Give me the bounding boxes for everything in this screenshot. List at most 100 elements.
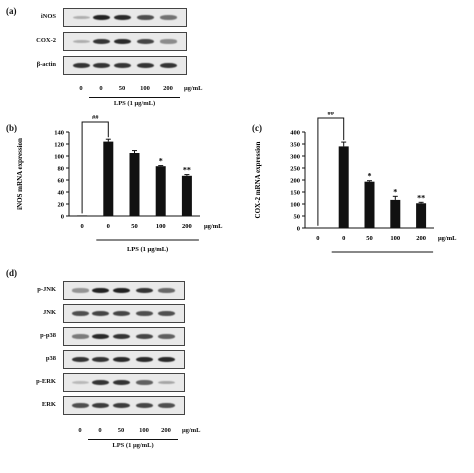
panel-c-label: (c) <box>252 123 262 133</box>
x-tick-label: 100 <box>390 235 400 242</box>
bar <box>364 181 375 228</box>
x-tick-label: 50 <box>131 223 138 230</box>
bar <box>155 166 166 216</box>
lane-label-1: 0 <box>78 427 82 434</box>
lane-label-5: 200 <box>161 427 171 434</box>
band-inos-lane-5 <box>159 15 177 20</box>
band-actin-lane-5 <box>159 62 177 69</box>
y-axis-title: COX-2 mRNA expression <box>254 141 262 218</box>
lps-treatment-line <box>89 97 180 98</box>
blot-strip-erk <box>63 396 185 415</box>
band-p-p38-lane-4 <box>135 333 153 340</box>
blot-label-p38: p38 <box>45 354 56 362</box>
lane-label-4: 100 <box>139 427 149 434</box>
blot-label-p-p38: p-p38 <box>40 331 56 339</box>
comparison-bracket <box>81 121 109 214</box>
dose-unit-label: μg/mL <box>184 85 203 92</box>
bar <box>416 203 427 228</box>
blot-label-p-jnk: p-JNK <box>37 285 56 293</box>
x-tick-label: 0 <box>342 235 345 242</box>
band-inos-lane-2 <box>92 14 110 21</box>
x-tick-label: 0 <box>80 223 83 230</box>
x-tick-label: 200 <box>416 235 426 242</box>
blot-strip-p-p38 <box>63 327 185 346</box>
y-tick-label: 20 <box>58 202 65 209</box>
lane-label-2: 0 <box>98 427 102 434</box>
band-inos-lane-4 <box>136 14 154 21</box>
significance-marker: ** <box>417 193 425 202</box>
x-unit-label: μg/mL <box>438 235 457 242</box>
blot-label-inos: iNOS <box>40 12 56 20</box>
band-erk-lane-5 <box>157 402 175 409</box>
band-p38-lane-2 <box>91 356 109 363</box>
band-p-jnk-lane-2 <box>91 287 109 294</box>
panel-b-label: (b) <box>6 123 17 133</box>
band-p-jnk-lane-3 <box>112 287 130 294</box>
band-actin-lane-3 <box>113 62 131 69</box>
blot-strip-p38 <box>63 350 185 369</box>
bar <box>77 215 88 216</box>
x-unit-label: μg/mL <box>204 223 223 230</box>
bar <box>312 227 323 229</box>
band-erk-lane-2 <box>91 402 109 409</box>
band-actin-lane-4 <box>136 62 154 69</box>
blot-strip-p-erk <box>63 373 185 392</box>
band-p-erk-lane-4 <box>135 380 153 385</box>
band-p-p38-lane-3 <box>112 333 130 340</box>
significance-marker: * <box>368 172 372 181</box>
significance-marker: * <box>159 157 163 166</box>
lane-label-1: 0 <box>79 85 83 92</box>
y-tick-label: 120 <box>54 142 64 149</box>
band-actin-lane-1 <box>72 62 90 69</box>
chart-c-cox2-mrna: 0 50 100 150 200 250 300 350 400 COX-2 mRNA expre… <box>254 112 457 253</box>
panel-a-label: (a) <box>6 6 17 16</box>
bar <box>129 153 140 216</box>
band-p38-lane-3 <box>112 356 130 363</box>
band-p-erk-lane-2 <box>91 379 109 386</box>
bracket-label: ## <box>92 114 99 121</box>
band-p-p38-lane-1 <box>71 334 89 339</box>
blot-strip-cox-2 <box>63 32 187 51</box>
lps-treatment-line <box>88 439 178 440</box>
band-jnk-lane-4 <box>135 310 153 317</box>
comparison-bracket <box>317 117 345 226</box>
band-jnk-lane-1 <box>71 310 89 317</box>
band-actin-lane-2 <box>92 62 110 69</box>
blot-strip-jnk <box>63 304 185 323</box>
blot-label-actin: β-actin <box>36 60 56 68</box>
lane-label-2: 0 <box>99 85 103 92</box>
bar <box>390 199 401 228</box>
bracket-label: ## <box>328 112 335 117</box>
bar <box>181 175 192 216</box>
band-p-jnk-lane-1 <box>71 288 89 293</box>
y-axis-title: iNOS mRNA expression <box>16 138 24 210</box>
band-p38-lane-5 <box>157 356 175 363</box>
y-tick-label: 80 <box>58 166 65 173</box>
band-cox-2-lane-2 <box>92 38 110 45</box>
y-tick-label: 350 <box>290 142 300 149</box>
panel-d-label: (d) <box>6 268 17 278</box>
blot-label-p-erk: p-ERK <box>36 377 56 385</box>
blot-strip-actin <box>63 56 187 75</box>
blot-strip-p-jnk <box>63 281 185 300</box>
band-jnk-lane-3 <box>112 310 130 317</box>
blot-label-cox-2: COX-2 <box>36 36 56 44</box>
y-tick-label: 100 <box>54 154 64 161</box>
band-erk-lane-1 <box>71 402 89 409</box>
band-p-jnk-lane-5 <box>157 288 175 293</box>
blot-label-jnk: JNK <box>43 308 56 316</box>
band-p-erk-lane-1 <box>71 380 89 385</box>
band-p-p38-lane-2 <box>91 333 109 340</box>
band-cox-2-lane-4 <box>136 38 154 45</box>
band-jnk-lane-2 <box>91 310 109 317</box>
x-tick-label: 100 <box>156 223 166 230</box>
lane-label-4: 100 <box>140 85 150 92</box>
y-tick-label: 300 <box>290 154 300 161</box>
y-tick-label: 200 <box>290 178 300 185</box>
y-tick-label: 50 <box>294 214 301 221</box>
significance-marker: ** <box>183 166 191 175</box>
bar <box>338 146 349 228</box>
x-tick-label: 50 <box>366 235 373 242</box>
y-tick-label: 40 <box>58 190 65 197</box>
y-tick-label: 0 <box>61 214 64 221</box>
